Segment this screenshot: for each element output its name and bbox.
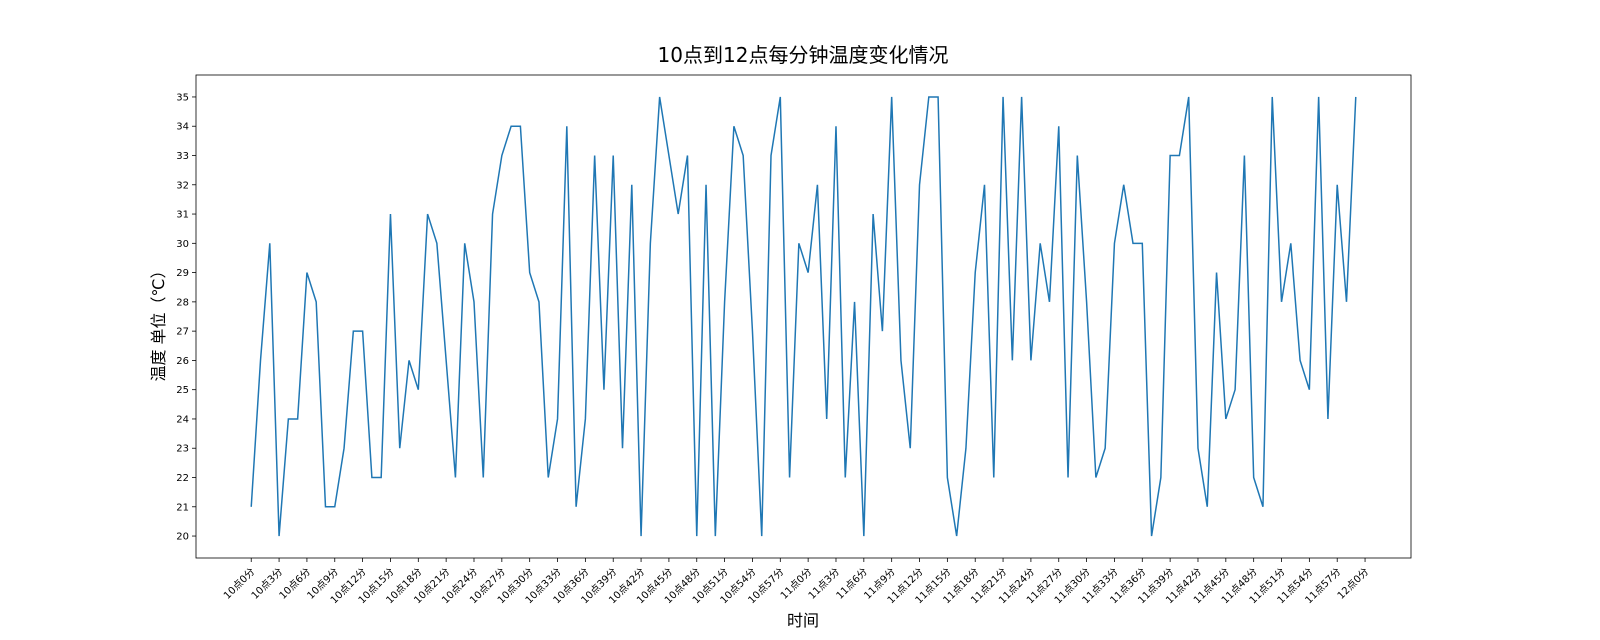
x-tick-label: 12点0分 xyxy=(1335,566,1371,602)
y-tick-label: 23 xyxy=(176,444,189,455)
plot-frame xyxy=(195,74,1412,559)
chart-title: 10点到12点每分钟温度变化情况 xyxy=(658,43,949,67)
y-axis-label: 温度 单位（℃） xyxy=(149,262,168,381)
y-tick-label: 32 xyxy=(176,180,189,191)
x-axis-label: 时间 xyxy=(787,611,819,630)
y-tick-label: 33 xyxy=(176,151,189,162)
y-tick-label: 28 xyxy=(176,297,189,308)
y-tick-label: 35 xyxy=(176,92,189,103)
y-tick-label: 29 xyxy=(176,268,189,279)
y-tick-label: 26 xyxy=(176,356,189,367)
y-tick-label: 21 xyxy=(176,502,189,513)
y-tick-label: 30 xyxy=(176,239,189,250)
y-tick-label: 31 xyxy=(176,210,189,221)
y-tick-label: 25 xyxy=(176,385,189,396)
y-tick-label: 20 xyxy=(176,532,189,543)
y-tick-label: 24 xyxy=(176,414,189,425)
data-line xyxy=(250,96,1357,537)
y-tick-label: 34 xyxy=(176,122,189,133)
y-tick-label: 27 xyxy=(176,327,189,338)
y-tick-label: 22 xyxy=(176,473,189,484)
